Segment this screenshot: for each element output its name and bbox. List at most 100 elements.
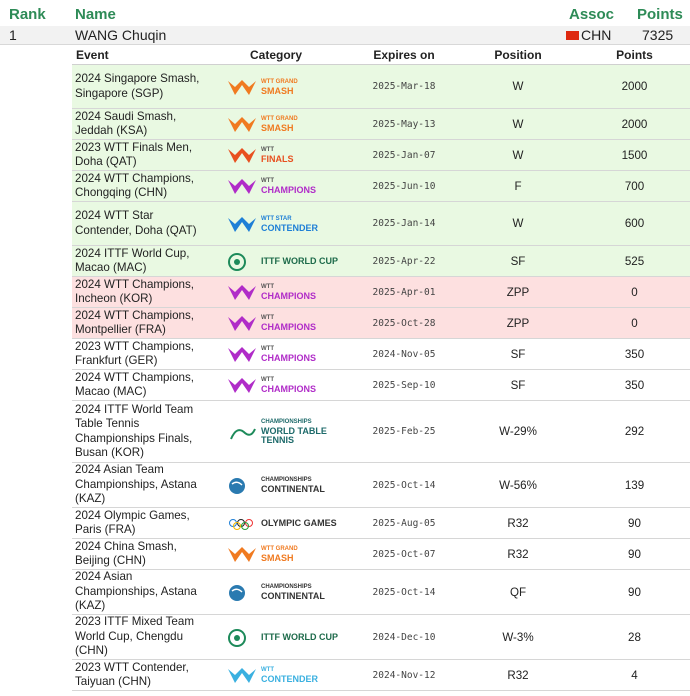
expires-cell: 2024-Nov-05 (351, 338, 457, 370)
category-cell: WTT CHAMPIONS (201, 369, 351, 401)
event-cell: 2024 Olympic Games, Paris (FRA) (72, 507, 201, 539)
china-flag-icon (566, 31, 579, 40)
position-cell: QF (457, 569, 579, 615)
event-cell: 2024 Asian Team Championships, Astana (K… (72, 462, 201, 508)
logo-text: FINALS (261, 154, 294, 164)
player-name[interactable]: WANG Chuqin (75, 27, 167, 43)
table-row[interactable]: 2024 WTT Champions, Montpellier (FRA) WTT… (72, 307, 690, 339)
category-logo: WTT CHAMPIONS (227, 376, 351, 394)
points-cell: 700 (579, 170, 690, 202)
position-cell: R32 (457, 538, 579, 570)
table-row[interactable]: 2024 WTT Champions, Chongqing (CHN) WTT CH… (72, 170, 690, 202)
position-cell: ZPP (457, 307, 579, 339)
position-cell: W (457, 64, 579, 109)
expires-cell: 2025-May-13 (351, 108, 457, 140)
points-cell: 350 (579, 369, 690, 401)
table-row[interactable]: 2023 ITTF Mixed Team World Cup, Chengdu … (72, 614, 690, 660)
table-row[interactable]: 2024 Asian Team Championships, Astana (K… (72, 462, 690, 508)
category-cell: CHAMPIONSHIPS WORLD TABLE TENNIS (201, 400, 351, 463)
category-logo: ITTF WORLD CUP (227, 628, 351, 647)
wtt-finals-logo-icon (227, 146, 257, 164)
position-cell: F (457, 170, 579, 202)
event-cell: 2024 Asian Championships, Astana (KAZ) (72, 569, 201, 615)
player-row[interactable]: 1 WANG Chuqin CHN 7325 (0, 26, 690, 45)
table-row[interactable]: 2024 Olympic Games, Paris (FRA) OLYMPIC G… (72, 507, 690, 539)
position-cell: W (457, 201, 579, 246)
table-row[interactable]: 2023 WTT Champions, Frankfurt (GER) WTT CH… (72, 338, 690, 370)
points-cell: 2000 (579, 108, 690, 140)
table-row[interactable]: 2024 WTT Champions, Incheon (KOR) WTT CHAM… (72, 276, 690, 308)
logo-text: CHAMPIONS (261, 291, 317, 301)
points-cell: 90 (579, 538, 690, 570)
table-row[interactable]: 2024 China Smash, Beijing (CHN) WTT GRAND… (72, 538, 690, 570)
category-logo: ITTF WORLD CUP (227, 252, 351, 271)
points-cell: 90 (579, 569, 690, 615)
category-logo: WTT CHAMPIONS (227, 177, 351, 195)
table-row[interactable]: 2024 Saudi Smash, Jeddah (KSA) WTT GRAND S… (72, 108, 690, 140)
expires-cell: 2025-Jan-07 (351, 139, 457, 171)
table-row[interactable]: 2024 Asian Championships, Astana (KAZ) CH… (72, 569, 690, 615)
logo-small-text: WTT (261, 147, 274, 153)
logo-text: CHAMPIONS (261, 185, 317, 195)
logo-small-text: WTT (261, 377, 274, 383)
logo-text: WORLD TABLE TENNIS (261, 426, 327, 445)
event-column-header: Event (72, 45, 201, 65)
expires-cell: 2025-Apr-22 (351, 245, 457, 277)
category-cell: ITTF WORLD CUP (201, 245, 351, 277)
expires-cell: 2025-Sep-10 (351, 369, 457, 401)
wtt-champions-logo-icon (227, 177, 257, 195)
logo-text: CHAMPIONS (261, 322, 317, 332)
table-row[interactable]: 2024 WTT Star Contender, Doha (QAT) WTT S… (72, 201, 690, 246)
position-cell: R32 (457, 507, 579, 539)
table-row[interactable]: 2024 ITTF World Team Table Tennis Champi… (72, 400, 690, 463)
category-cell: OLYMPIC GAMES (201, 507, 351, 539)
category-cell: CHAMPIONSHIPS CONTINENTAL (201, 462, 351, 508)
logo-small-text: WTT (261, 284, 274, 290)
event-cell: 2024 Singapore Smash, Singapore (SGP) (72, 64, 201, 109)
category-logo: WTT STAR CONTENDER (227, 215, 351, 233)
logo-text: CHAMPIONS (261, 384, 317, 394)
category-cell: CHAMPIONSHIPS CONTINENTAL (201, 569, 351, 615)
table-row[interactable]: 2023 WTT Finals Men, Doha (QAT) WTT FINALS… (72, 139, 690, 171)
olympic-rings-logo-icon (227, 514, 257, 532)
logo-small-text: CHAMPIONSHIPS (261, 419, 312, 425)
logo-text: ITTF WORLD CUP (261, 255, 338, 266)
category-cell: WTT GRAND SMASH (201, 64, 351, 109)
category-logo: WTT CHAMPIONS (227, 345, 351, 363)
event-cell: 2023 WTT Finals Men, Doha (QAT) (72, 139, 201, 171)
points-breakdown-table: Event Category Expires on Position Point… (72, 45, 690, 691)
logo-small-text: WTT (261, 667, 274, 673)
category-logo: OLYMPIC GAMES (227, 514, 351, 532)
points-cell: 4 (579, 659, 690, 691)
category-logo: WTT CHAMPIONS (227, 283, 351, 301)
logo-small-text: WTT (261, 346, 274, 352)
expires-cell: 2024-Nov-12 (351, 659, 457, 691)
event-cell: 2024 WTT Star Contender, Doha (QAT) (72, 201, 201, 246)
logo-text: CONTINENTAL (261, 484, 325, 494)
position-cell: ZPP (457, 276, 579, 308)
logo-text: CHAMPIONS (261, 353, 317, 363)
category-logo: WTT FINALS (227, 146, 351, 164)
position-cell: W-56% (457, 462, 579, 508)
logo-small-text: WTT STAR (261, 215, 292, 222)
table-row[interactable]: 2024 ITTF World Cup, Macao (MAC) ITTF WOR… (72, 245, 690, 277)
table-row[interactable]: 2023 WTT Contender, Taiyuan (CHN) WTT CONT… (72, 659, 690, 691)
position-cell: SF (457, 369, 579, 401)
table-row[interactable]: 2024 WTT Champions, Macao (MAC) WTT CHAMPI… (72, 369, 690, 401)
event-cell: 2024 WTT Champions, Chongqing (CHN) (72, 170, 201, 202)
expires-cell: 2025-Oct-07 (351, 538, 457, 570)
wtt-champions-logo-icon (227, 314, 257, 332)
category-logo: CHAMPIONSHIPS CONTINENTAL (227, 476, 351, 494)
logo-small-text: CHAMPIONSHIPS (261, 477, 312, 483)
expires-cell: 2025-Aug-05 (351, 507, 457, 539)
category-cell: WTT CONTENDER (201, 659, 351, 691)
position-cell: SF (457, 338, 579, 370)
points-cell: 0 (579, 276, 690, 308)
position-cell: W-29% (457, 400, 579, 463)
expires-cell: 2025-Oct-14 (351, 462, 457, 508)
ittf-world-cup-logo-icon (227, 252, 257, 271)
category-logo: WTT GRAND SMASH (227, 115, 351, 133)
table-row[interactable]: 2024 Singapore Smash, Singapore (SGP) WTT… (72, 64, 690, 109)
expires-column-header: Expires on (351, 45, 457, 65)
category-cell: WTT GRAND SMASH (201, 538, 351, 570)
